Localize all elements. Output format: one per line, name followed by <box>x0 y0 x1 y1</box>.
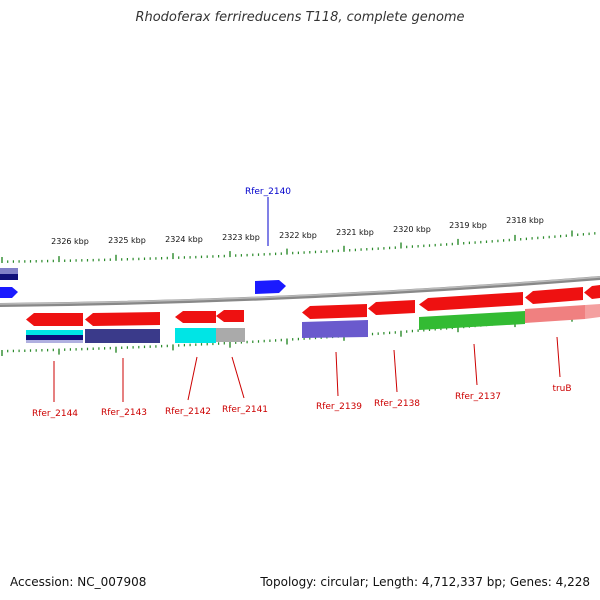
gene-label-rfer-2140: Rfer_2140 <box>245 187 291 197</box>
accession-text: Accession: NC_007908 <box>10 575 147 589</box>
scale-label: 2326 kbp <box>51 237 89 246</box>
scale-label: 2321 kbp <box>336 228 374 237</box>
gene-rfer-2143[interactable] <box>85 312 160 326</box>
gene-label-rfer-2139: Rfer_2139 <box>316 402 362 412</box>
genome-backbone <box>0 276 600 307</box>
cds-rfer-2142[interactable] <box>175 328 216 343</box>
cds-rfer-2141[interactable] <box>216 328 245 342</box>
cds-rfer-2137[interactable] <box>419 311 525 330</box>
gene-label-rfer-2142: Rfer_2142 <box>165 407 211 417</box>
gene-rfer-2139[interactable] <box>302 304 367 319</box>
gene-rfer-2144[interactable] <box>26 313 83 326</box>
gene-rfer-2138[interactable] <box>368 300 415 315</box>
gene-label-trub: truB <box>552 384 571 394</box>
reverse-genes <box>26 285 600 326</box>
gene-rfer-2137[interactable] <box>419 292 523 311</box>
gene-label-rfer-2138: Rfer_2138 <box>374 399 420 409</box>
gene-fwd-partial-lavender[interactable] <box>0 268 18 274</box>
gene-fwd-partial-blue[interactable] <box>0 287 18 298</box>
gene-label-rfer-2144: Rfer_2144 <box>32 409 78 419</box>
forward-genes: Rfer_2140 <box>0 187 291 298</box>
cds-partial-right[interactable] <box>585 304 600 319</box>
gene-rfer-2141[interactable] <box>216 310 244 322</box>
gene-rfer-2140[interactable] <box>255 280 286 294</box>
top-scale-ticks <box>1 230 596 263</box>
gene-rfer-2142[interactable] <box>175 311 216 323</box>
scale-label: 2319 kbp <box>449 221 487 230</box>
gene-label-rfer-2143: Rfer_2143 <box>101 408 147 418</box>
cds-rfer-2143[interactable] <box>85 329 160 343</box>
cds-rfer-2144-cyan[interactable] <box>26 330 83 335</box>
gene-partial-right[interactable] <box>584 285 600 299</box>
cds-rfer-2144-navy[interactable] <box>26 335 83 340</box>
scale-label: 2322 kbp <box>279 231 317 240</box>
gene-fwd-partial-navy[interactable] <box>0 274 18 280</box>
scale-label: 2318 kbp <box>506 216 544 225</box>
cds-trub[interactable] <box>525 305 585 323</box>
scale-label: 2325 kbp <box>108 236 146 245</box>
label-lines <box>53 336 561 402</box>
gene-label-rfer-2141: Rfer_2141 <box>222 405 268 415</box>
genome-title: Rhodoferax ferrireducens T118, complete … <box>135 10 465 25</box>
cds-rfer-2139[interactable] <box>302 320 368 338</box>
genome-summary-text: Topology: circular; Length: 4,712,337 bp… <box>260 575 590 589</box>
scale-label: 2324 kbp <box>165 235 203 244</box>
scale-label: 2320 kbp <box>393 225 431 234</box>
gene-trub[interactable] <box>525 287 583 304</box>
cds-features <box>26 304 600 343</box>
gene-label-rfer-2137: Rfer_2137 <box>455 392 501 402</box>
scale-label: 2323 kbp <box>222 233 260 242</box>
cds-rfer-2144-base[interactable] <box>26 340 83 343</box>
